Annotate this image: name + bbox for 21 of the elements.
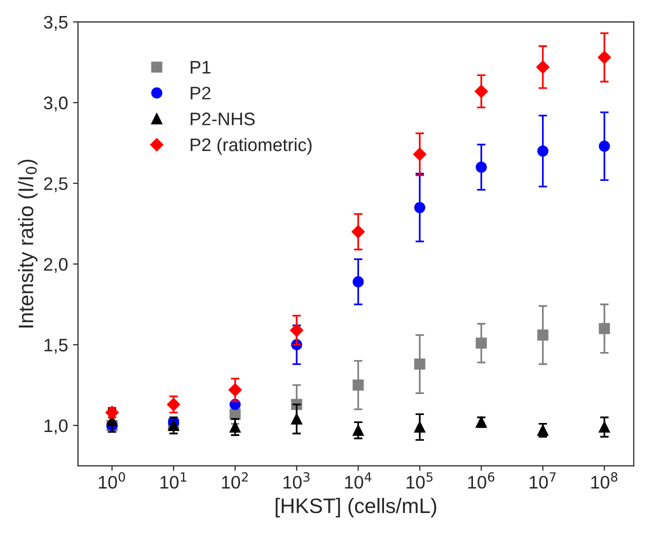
y-tick-label: 2,0 (44, 258, 68, 273)
x-axis-title: [HKST] (cells/mL) (276, 498, 436, 518)
x-tick-label: 10$^{3}$ (284, 472, 310, 489)
x-tick-label: 10$^{7}$ (530, 472, 556, 489)
y-axis-title: Intensity ratio (I/I$_{0}$) (18, 160, 38, 328)
y-tick-label: 3,5 (44, 16, 68, 31)
x-tick-label: 10$^{4}$ (345, 472, 372, 489)
y-tick-label: 3,0 (44, 96, 68, 112)
y-tick-label: 1,5 (44, 338, 68, 354)
y-tick-label: 2,5 (44, 177, 68, 192)
x-tick-label: 10$^{1}$ (160, 472, 186, 489)
x-tick-label: 10$^{0}$ (98, 472, 126, 489)
x-tick-label: 10$^{2}$ (222, 472, 248, 489)
legend-label: P2 (ratiometric) (190, 138, 312, 155)
legend-label: P1 (190, 61, 210, 74)
y-tick-label: 1,0 (44, 419, 68, 434)
legend-label: P2-NHS (190, 112, 255, 126)
legend-label: P2 (190, 86, 210, 100)
x-tick-label: 10$^{8}$ (591, 472, 618, 489)
x-tick-label: 10$^{6}$ (468, 472, 494, 489)
x-tick-label: 10$^{5}$ (406, 472, 432, 489)
